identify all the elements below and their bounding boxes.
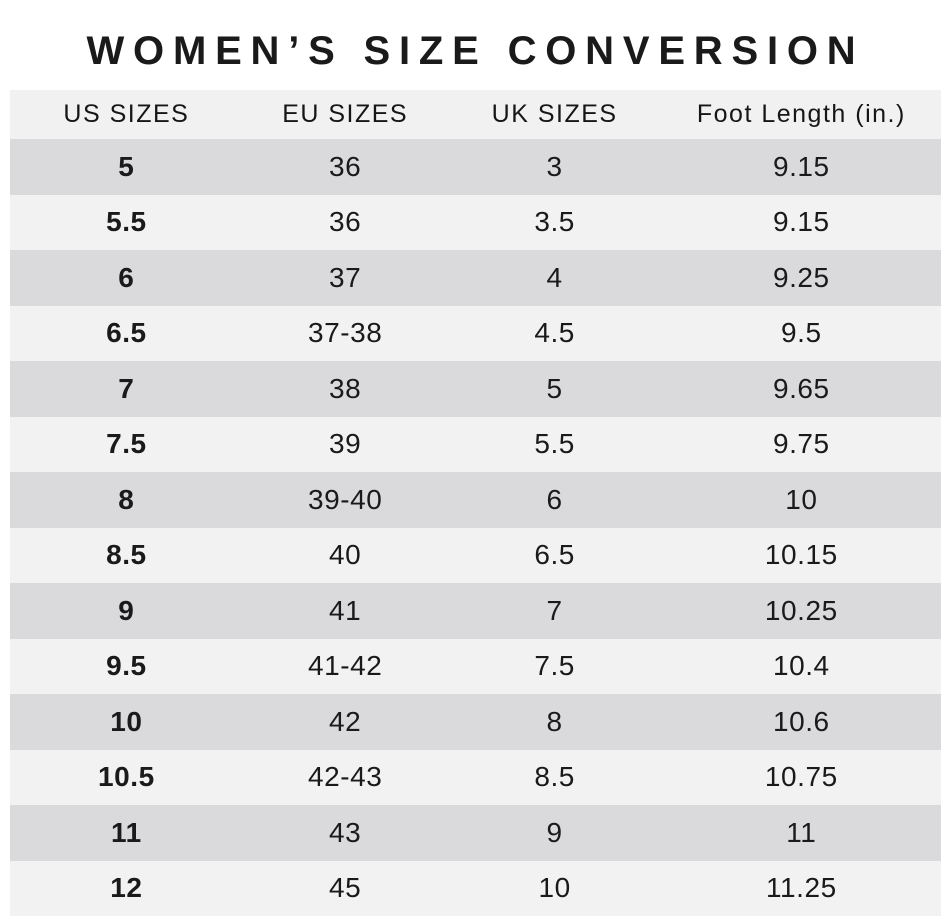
table-cell: 43 [329, 816, 362, 848]
column-header-us-sizes: US SIZES [63, 100, 190, 128]
table-cell: 3 [546, 150, 563, 182]
table-row: 5.5 36 3.5 9.15 [10, 194, 941, 250]
table-cell: 37 [329, 261, 362, 293]
table-cell: 7 [118, 372, 135, 404]
size-table-body: 5 36 3 9.15 5.5 36 3.5 9.15 6 37 4 9.25 6.5 37-38 4.5 9… [10, 139, 941, 916]
table-row: 5 36 3 9.15 [10, 139, 941, 195]
table-row: 11 43 9 11 [10, 805, 941, 861]
table-cell: 5 [546, 372, 563, 404]
table-row: 8 39-40 6 10 [10, 472, 941, 528]
table-cell: 36 [329, 206, 362, 238]
table-cell: 6 [546, 483, 563, 515]
table-cell: 10.4 [772, 650, 830, 682]
table-cell: 6.5 [106, 317, 147, 349]
table-cell: 7 [546, 594, 563, 626]
table-cell: 42 [329, 705, 362, 737]
table-cell: 8.5 [534, 761, 575, 793]
table-row: 9.5 41-42 7.5 10.4 [10, 638, 941, 694]
table-cell: 7.5 [534, 650, 575, 682]
table-row: 6.5 37-38 4.5 9.5 [10, 305, 941, 361]
table-cell: 5.5 [534, 428, 575, 460]
table-row: 9 41 7 10.25 [10, 583, 941, 639]
table-cell: 9.15 [772, 206, 830, 238]
table-cell: 3.5 [534, 206, 575, 238]
column-header-eu-sizes: EU SIZES [282, 100, 409, 128]
table-row: 10 42 8 10.6 [10, 694, 941, 750]
table-cell: 40 [329, 539, 362, 571]
size-conversion-table: US SIZES EU SIZES UK SIZES Foot Length (… [10, 90, 941, 916]
table-row: 7.5 39 5.5 9.75 [10, 416, 941, 472]
table-row: 12 45 10 11.25 [10, 860, 941, 916]
table-cell: 37-38 [307, 317, 383, 349]
table-cell: 7.5 [106, 428, 147, 460]
table-cell: 4.5 [534, 317, 575, 349]
table-row: 8.5 40 6.5 10.15 [10, 527, 941, 583]
table-cell: 9 [118, 594, 135, 626]
table-cell: 9 [546, 816, 563, 848]
table-header-row: US SIZES EU SIZES UK SIZES Foot Length (… [10, 90, 941, 139]
table-cell: 5 [118, 150, 135, 182]
table-cell: 9.75 [772, 428, 830, 460]
table-cell: 9.5 [106, 650, 147, 682]
table-cell: 11 [786, 816, 817, 848]
table-cell: 10 [785, 483, 818, 515]
table-row: 7 38 5 9.65 [10, 361, 941, 417]
table-cell: 10 [538, 872, 571, 904]
table-cell: 9.25 [772, 261, 830, 293]
table-cell: 11 [111, 816, 142, 848]
table-cell: 10 [110, 705, 143, 737]
table-cell: 9.5 [781, 317, 822, 349]
column-header-uk-sizes: UK SIZES [491, 100, 618, 128]
table-cell: 10.15 [764, 539, 838, 571]
table-cell: 8.5 [106, 539, 147, 571]
table-cell: 8 [546, 705, 563, 737]
table-cell: 10.75 [764, 761, 838, 793]
table-cell: 10.25 [764, 594, 838, 626]
table-cell: 8 [118, 483, 135, 515]
table-cell: 12 [110, 872, 143, 904]
table-cell: 41-42 [307, 650, 383, 682]
table-cell: 36 [329, 150, 362, 182]
table-cell: 10.6 [772, 705, 830, 737]
table-cell: 11.25 [765, 872, 837, 904]
page-title: WOMEN’S SIZE CONVERSION [86, 29, 865, 73]
table-cell: 9.65 [772, 372, 830, 404]
table-cell: 6.5 [534, 539, 575, 571]
table-cell: 5.5 [106, 206, 147, 238]
table-cell: 6 [118, 261, 135, 293]
table-cell: 42-43 [307, 761, 383, 793]
table-cell: 39 [329, 428, 362, 460]
table-cell: 45 [329, 872, 362, 904]
table-row: 6 37 4 9.25 [10, 250, 941, 306]
table-cell: 41 [329, 594, 362, 626]
table-cell: 9.15 [772, 150, 830, 182]
table-cell: 10.5 [98, 761, 155, 793]
table-cell: 39-40 [307, 483, 383, 515]
column-header-foot-length: Foot Length (in.) [696, 100, 906, 128]
table-row: 10.5 42-43 8.5 10.75 [10, 749, 941, 805]
table-cell: 38 [329, 372, 362, 404]
table-cell: 4 [546, 261, 563, 293]
